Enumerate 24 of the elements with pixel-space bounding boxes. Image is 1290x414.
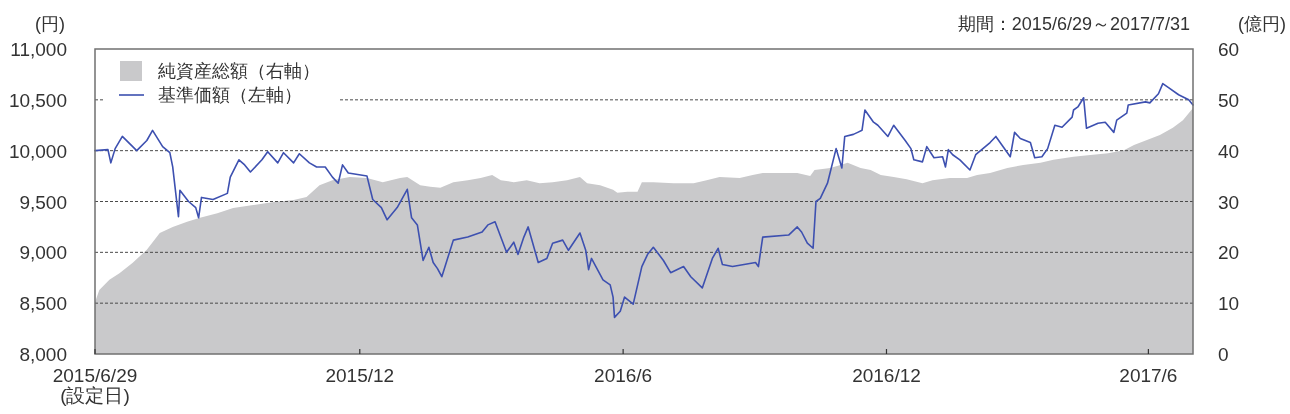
legend-label: 基準価額（左軸） [158,85,302,105]
y2tick-label: 30 [1218,191,1240,213]
ytick-label: 10,500 [8,89,67,111]
xtick-label: 2015/6/29 (設定日) [52,365,138,406]
y2tick-label: 40 [1218,140,1240,162]
ytick-label: 10,000 [8,140,67,162]
ytick-label: 9,000 [19,242,67,264]
ytick-label: 8,500 [19,293,67,315]
xtick-label: 2017/6 [1119,365,1178,386]
y2tick-label: 10 [1218,293,1240,315]
y2tick-label: 60 [1218,39,1240,60]
ytick-label: 8,000 [19,344,67,365]
y2tick-label: 20 [1218,242,1240,264]
y2tick-label: 50 [1218,89,1240,111]
ytick-label: 9,500 [19,191,67,213]
y2label: (億円) [1238,14,1286,34]
ytick-label: 11,000 [10,39,67,60]
xtick-label: 2015/12 [325,365,395,386]
legend-label: 純資産総額（右軸） [158,61,320,81]
xtick-label: 2016/6 [594,365,653,386]
ylabel: (円) [35,14,65,34]
xtick-label: 2016/12 [852,365,921,386]
y2tick-label: 0 [1218,344,1229,365]
annotation: 期間：2015/6/29～2017/7/31 [957,14,1190,34]
